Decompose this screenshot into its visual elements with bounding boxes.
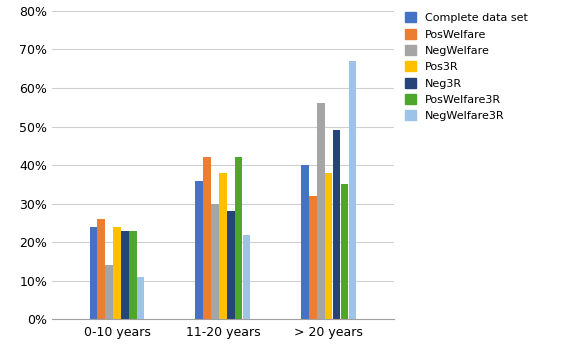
Bar [317, 103, 325, 319]
Bar [105, 265, 113, 319]
Bar [325, 173, 332, 319]
Bar [243, 234, 250, 319]
Bar [227, 211, 234, 319]
Legend: Complete data set, PosWelfare, NegWelfare, Pos3R, Neg3R, PosWelfare3R, NegWelfar: Complete data set, PosWelfare, NegWelfar… [402, 10, 530, 123]
Bar [129, 231, 137, 319]
Bar [97, 219, 105, 319]
Bar [219, 173, 226, 319]
Bar [301, 165, 309, 319]
Bar [341, 184, 349, 319]
Bar [309, 196, 317, 319]
Bar [211, 204, 219, 319]
Bar [196, 180, 203, 319]
Bar [235, 158, 243, 319]
Bar [333, 130, 340, 319]
Bar [121, 231, 129, 319]
Bar [349, 61, 356, 319]
Bar [203, 158, 211, 319]
Bar [90, 227, 97, 319]
Bar [137, 277, 145, 319]
Bar [113, 227, 120, 319]
